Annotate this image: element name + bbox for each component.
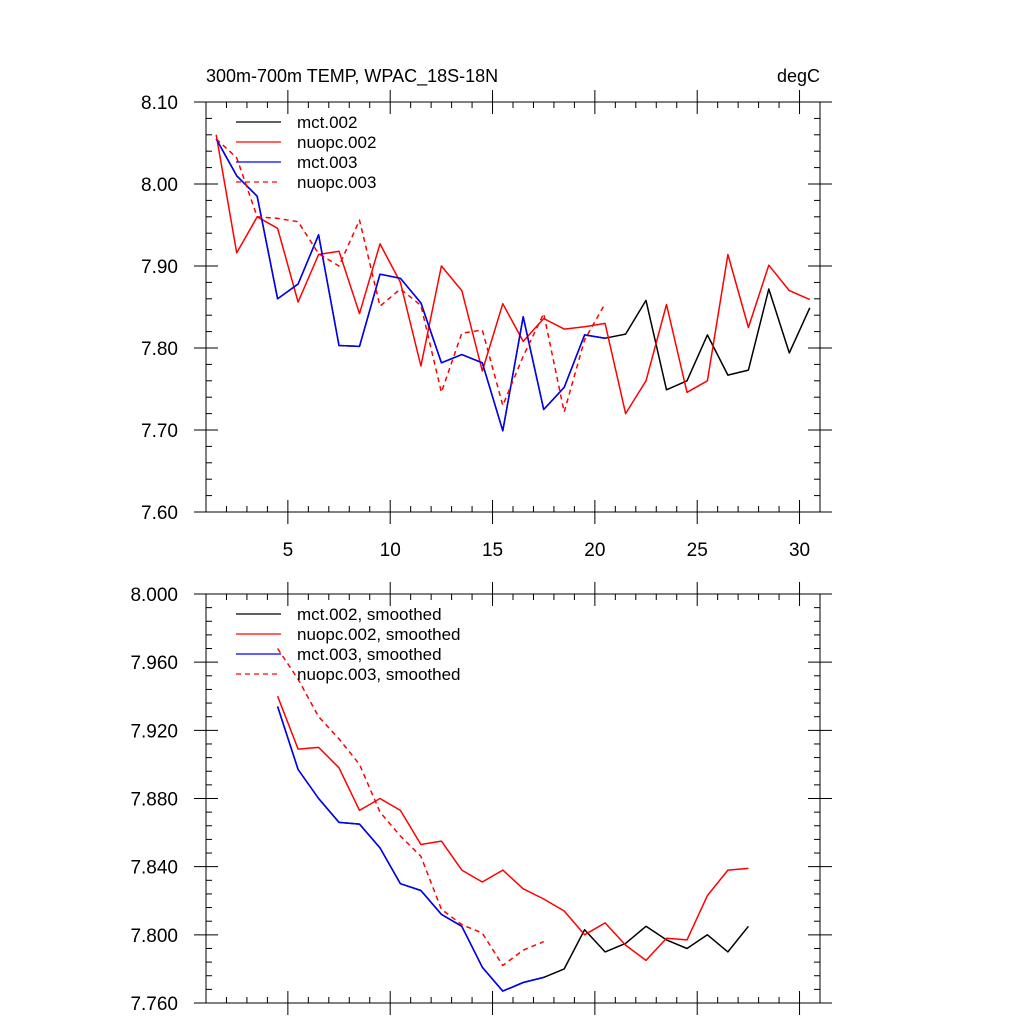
y-tick-label: 7.840 — [130, 858, 178, 879]
legend-label: nuopc.003, smoothed — [297, 665, 461, 684]
legend-label: mct.002, smoothed — [297, 605, 442, 624]
legend-label: nuopc.002 — [297, 133, 376, 152]
units-label: degC — [777, 66, 820, 86]
x-tick-label: 30 — [789, 540, 810, 561]
x-tick-label: 15 — [482, 540, 503, 561]
y-tick-label: 8.00 — [141, 175, 178, 196]
y-tick-label: 7.70 — [141, 421, 178, 442]
chart-panel-1: 5 10 15 20 25 30 7.60 7.70 7.80 7.90 8.00 8.10 300m-… — [141, 66, 832, 561]
series-line-nuopc-003-smoothed — [276, 648, 544, 967]
y-tick-label: 7.760 — [130, 994, 178, 1015]
chart-panel-2: 7.760 7.800 7.840 7.880 7.920 7.960 8.000 mct.0… — [130, 582, 832, 1015]
y-tick-label: 7.920 — [130, 721, 178, 742]
legend-label: mct.002 — [297, 113, 357, 132]
legend-label: mct.003 — [297, 153, 357, 172]
series-line-nuopc-003 — [215, 138, 606, 413]
y-tick-label: 8.000 — [130, 585, 178, 606]
x-tick-label: 5 — [283, 540, 294, 561]
legend-label: mct.003, smoothed — [297, 645, 442, 664]
y-tick-label: 7.800 — [130, 926, 178, 947]
series-line-mct-002-smoothed — [276, 706, 749, 992]
x-tick-label: 20 — [584, 540, 605, 561]
y-tick-label: 7.880 — [130, 790, 178, 811]
legend-label: nuopc.003 — [297, 173, 376, 192]
y-tick-label: 7.960 — [130, 653, 178, 674]
series-line-mct-003 — [215, 138, 606, 432]
y-tick-label: 7.80 — [141, 339, 178, 360]
x-tick-label: 10 — [380, 540, 401, 561]
chart-title: 300m-700m TEMP, WPAC_18S-18N — [206, 66, 498, 87]
y-tick-label: 7.90 — [141, 257, 178, 278]
series-line-nuopc-002 — [215, 134, 811, 415]
y-tick-label: 8.10 — [141, 93, 178, 114]
series-line-mct-003-smoothed — [276, 706, 544, 992]
y-tick-label: 7.60 — [141, 503, 178, 524]
legend-label: nuopc.002, smoothed — [297, 625, 461, 644]
series-line-nuopc-002-smoothed — [276, 695, 749, 962]
x-tick-label: 25 — [687, 540, 708, 561]
